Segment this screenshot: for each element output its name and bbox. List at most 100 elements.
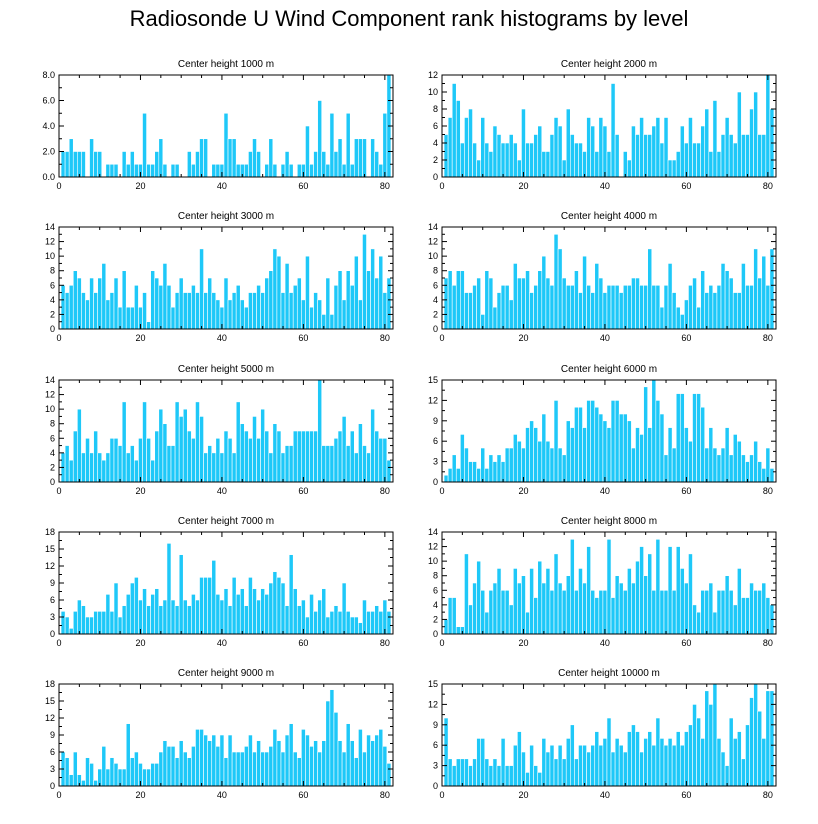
histogram-panel: Center height 3000 m 0 20 40 60 80 0 2 4 6 8 10 12 14 bbox=[45, 211, 394, 343]
histogram-bar bbox=[313, 611, 318, 635]
histogram-bar bbox=[569, 724, 575, 787]
histogram-bar bbox=[582, 582, 587, 635]
histogram-bar bbox=[700, 270, 706, 330]
histogram-bar bbox=[504, 142, 510, 178]
x-tick-label: 0 bbox=[56, 638, 61, 648]
histogram-bar bbox=[728, 717, 734, 787]
histogram-bar bbox=[679, 568, 685, 635]
histogram-bar bbox=[85, 299, 90, 330]
histogram-bar bbox=[675, 546, 681, 635]
histogram-bar bbox=[545, 277, 551, 330]
histogram-bar bbox=[635, 427, 640, 483]
histogram-bar bbox=[631, 724, 636, 787]
histogram-bar bbox=[366, 270, 371, 330]
histogram-bar bbox=[614, 575, 620, 635]
histogram-bar bbox=[500, 461, 506, 483]
histogram-bar bbox=[512, 434, 518, 483]
histogram-bar bbox=[492, 461, 498, 483]
histogram-bar bbox=[81, 151, 86, 178]
histogram-bar bbox=[667, 159, 673, 178]
histogram-bar bbox=[207, 577, 213, 635]
histogram-bar bbox=[586, 546, 591, 635]
histogram-bar bbox=[252, 292, 257, 330]
histogram-panel: Center height 6000 m 0 20 40 60 80 0 3 6 9 12 15 bbox=[428, 364, 777, 496]
histogram-bar bbox=[280, 751, 286, 787]
histogram-bar bbox=[688, 284, 693, 330]
histogram-bar bbox=[671, 159, 677, 178]
histogram-bar bbox=[182, 751, 188, 787]
y-tick-label: 15 bbox=[45, 544, 55, 554]
histogram-bar bbox=[488, 589, 494, 635]
histogram-bar bbox=[557, 447, 563, 483]
histogram-bar bbox=[472, 284, 477, 330]
histogram-bar bbox=[280, 292, 286, 330]
y-tick-label: 6.0 bbox=[42, 96, 55, 106]
histogram-bar bbox=[627, 284, 632, 330]
histogram-bar bbox=[578, 406, 583, 483]
x-tick-label: 60 bbox=[681, 486, 691, 496]
histogram-bar bbox=[724, 117, 730, 178]
histogram-bar bbox=[651, 284, 657, 330]
histogram-bar bbox=[191, 594, 196, 635]
histogram-bar bbox=[182, 599, 188, 635]
histogram-bar bbox=[651, 379, 657, 483]
histogram-bar bbox=[749, 108, 754, 178]
histogram-bar bbox=[675, 306, 681, 330]
histogram-panel: Center height 8000 m 0 20 40 60 80 0 2 4 6 8 10 12 14 bbox=[428, 516, 777, 648]
x-tick-label: 80 bbox=[763, 181, 773, 191]
histogram-bar bbox=[72, 270, 78, 330]
histogram-bar bbox=[594, 406, 600, 483]
histogram-bar bbox=[627, 568, 632, 635]
y-tick-label: 9 bbox=[50, 578, 55, 588]
x-tick-label: 80 bbox=[763, 486, 773, 496]
histogram-bar bbox=[170, 306, 176, 330]
histogram-bar bbox=[284, 605, 290, 635]
histogram-bar bbox=[736, 440, 742, 483]
histogram-bar bbox=[284, 445, 290, 483]
histogram-bar bbox=[382, 292, 388, 330]
histogram-bar bbox=[455, 626, 461, 635]
histogram-bar bbox=[195, 599, 200, 635]
histogram-bar bbox=[235, 751, 241, 787]
histogram-bar bbox=[93, 151, 98, 178]
histogram-bar bbox=[68, 459, 74, 483]
histogram-bar bbox=[631, 277, 636, 330]
y-tick-label: 12 bbox=[428, 699, 438, 709]
histogram-bar bbox=[129, 582, 135, 635]
histogram-bar bbox=[598, 277, 604, 330]
histogram-bar bbox=[663, 117, 669, 178]
histogram-bar bbox=[207, 740, 213, 787]
panel-title: Center height 1000 m bbox=[178, 59, 274, 70]
histogram-bar bbox=[529, 292, 534, 330]
histogram-bar bbox=[301, 430, 306, 483]
histogram-bar bbox=[366, 452, 371, 483]
histogram-bar bbox=[517, 159, 522, 178]
histogram-bar bbox=[187, 430, 192, 483]
histogram-bar bbox=[460, 434, 465, 483]
histogram-bar bbox=[549, 284, 555, 330]
histogram-bar bbox=[765, 690, 771, 787]
histogram-bar bbox=[174, 163, 180, 178]
histogram-bar bbox=[68, 284, 74, 330]
histogram-bar bbox=[223, 430, 229, 483]
histogram-bar bbox=[512, 744, 518, 787]
histogram-bar bbox=[374, 277, 380, 330]
histogram-bar bbox=[488, 454, 494, 483]
histogram-bar bbox=[292, 284, 298, 330]
histogram-bar bbox=[203, 577, 208, 635]
histogram-bar bbox=[309, 163, 314, 178]
histogram-bar bbox=[288, 292, 294, 330]
y-tick-label: 4 bbox=[433, 600, 438, 610]
histogram-bar bbox=[716, 284, 722, 330]
histogram-bar bbox=[688, 553, 693, 635]
histogram-bar bbox=[557, 582, 563, 635]
panel-title: Center height 3000 m bbox=[178, 211, 274, 222]
histogram-bar bbox=[749, 284, 754, 330]
histogram-bar bbox=[276, 740, 282, 787]
histogram-bar bbox=[647, 134, 653, 178]
histogram-bar bbox=[749, 454, 754, 483]
histogram-bar bbox=[207, 277, 213, 330]
histogram-bar bbox=[134, 459, 139, 483]
histogram-bar bbox=[537, 270, 543, 330]
histogram-bar bbox=[72, 751, 78, 787]
